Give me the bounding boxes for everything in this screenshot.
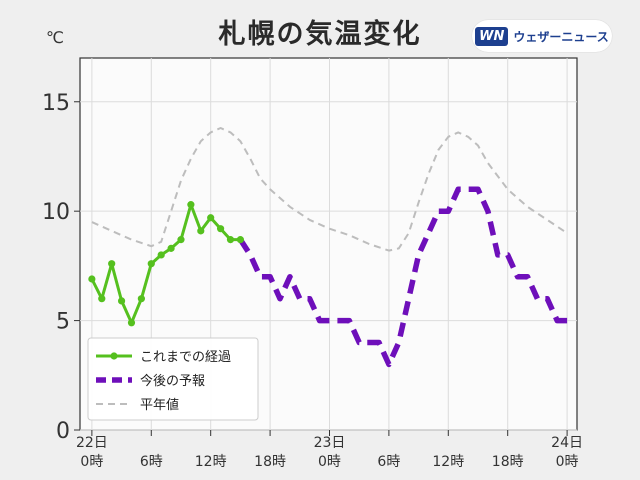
legend-box <box>87 337 259 421</box>
y-tick-label: 5 <box>56 310 70 335</box>
x-tick-label-hour: 12時 <box>432 454 464 470</box>
weathernews-logo: WN ウェザーニュース <box>472 20 612 52</box>
series-line-0 <box>90 203 241 325</box>
data-point <box>147 260 155 268</box>
logo-mark: WN <box>475 26 509 46</box>
series-line-2 <box>91 127 568 252</box>
data-point <box>197 227 205 235</box>
data-point <box>88 275 96 283</box>
y-tick-label: 0 <box>56 419 70 444</box>
data-point <box>177 236 185 244</box>
data-point <box>157 251 165 259</box>
y-tick-label: 10 <box>42 200 70 225</box>
data-point <box>127 319 136 327</box>
data-point <box>187 201 195 209</box>
legend-label-2: 平年値 <box>140 397 179 413</box>
series-line-1 <box>238 186 568 368</box>
legend-label-1: 今後の予報 <box>140 373 205 389</box>
data-point <box>98 295 106 303</box>
logo-text: ウェザーニュース <box>513 29 609 44</box>
x-tick-label-hour: 0時 <box>80 454 103 470</box>
x-tick-label-hour: 6時 <box>377 454 400 470</box>
data-point <box>207 214 215 222</box>
x-tick-label-hour: 18時 <box>492 454 524 470</box>
y-unit-label: ℃ <box>46 28 64 47</box>
data-point <box>216 225 225 233</box>
data-point <box>167 244 175 252</box>
x-tick-label-hour: 18時 <box>254 454 286 470</box>
x-tick-label-day: 24日 <box>551 435 583 451</box>
x-tick-label-day: 23日 <box>314 435 346 451</box>
data-point <box>226 236 235 244</box>
data-point <box>108 260 116 268</box>
y-tick-label: 15 <box>42 91 70 116</box>
legend-label-0: これまでの経過 <box>140 350 231 365</box>
legend-marker <box>110 352 118 360</box>
data-point <box>137 295 145 303</box>
x-tick-label-hour: 0時 <box>318 454 341 470</box>
data-point <box>236 236 244 244</box>
x-tick-label-hour: 0時 <box>556 454 579 470</box>
x-tick-label-hour: 12時 <box>195 454 227 470</box>
data-point <box>117 297 126 305</box>
chart-title: 札幌の気温変化 <box>218 19 422 50</box>
x-tick-label-hour: 6時 <box>140 454 163 470</box>
x-tick-label-day: 22日 <box>76 435 108 451</box>
